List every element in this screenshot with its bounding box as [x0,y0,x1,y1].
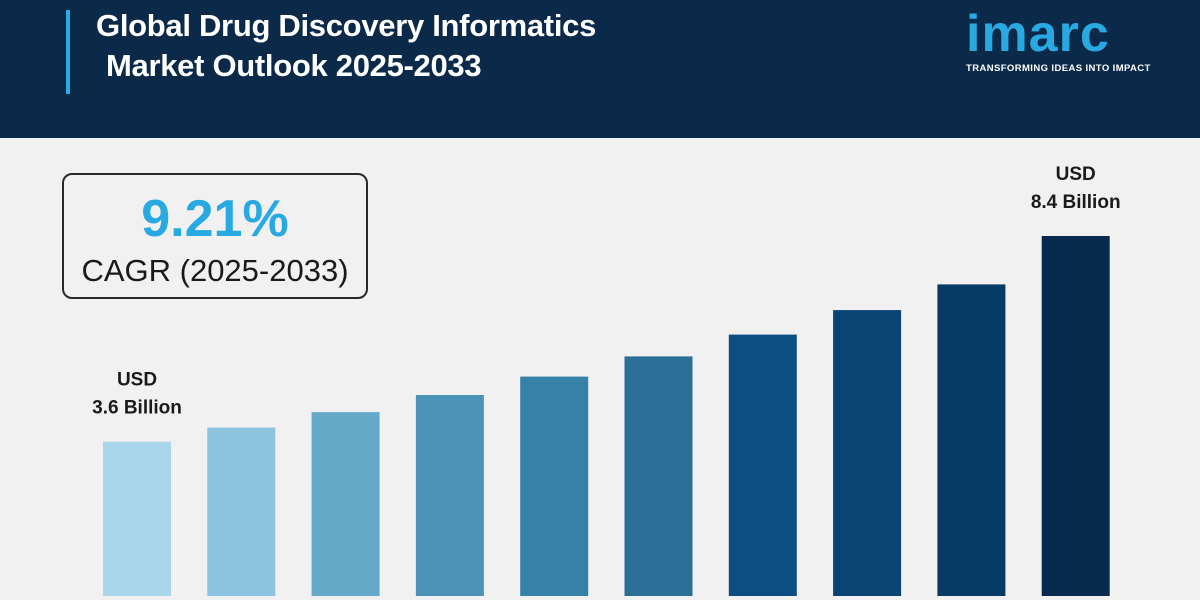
value-label-currency: USD [117,370,157,391]
title-line-1: Global Drug Discovery Informatics [96,8,597,43]
bar-6 [624,356,693,596]
cagr-label: CAGR (2025-2033) [81,253,349,288]
imarc-logo: imarc TRANSFORMING IDEAS INTO IMPACT [966,8,1174,78]
value-label-amount: 3.6 Billion [92,398,182,419]
logo-tagline: TRANSFORMING IDEAS INTO IMPACT [966,63,1151,74]
bar-7 [728,334,797,596]
bar-9 [937,284,1006,596]
header-banner: Global Drug Discovery Informatics Market… [0,0,1200,138]
bar-value-label-10: USD 8.4 Billion [1031,164,1121,213]
title-accent-bar [66,10,70,94]
bar-2 [207,427,276,596]
bar-value-label-1: USD 3.6 Billion [92,370,182,419]
title-line-2: Market Outlook 2025-2033 [106,48,482,83]
bar-5 [520,376,589,596]
bar-1 [103,441,171,596]
cagr-callout: 9.21% CAGR (2025-2033) [62,173,368,299]
bar-4 [415,395,484,596]
page-title: Global Drug Discovery Informatics Market… [96,6,596,86]
value-label-currency: USD [1056,164,1096,185]
value-label-amount: 8.4 Billion [1031,192,1121,213]
bar-8 [833,310,902,596]
bar-10 [1041,236,1110,596]
cagr-value: 9.21% [141,190,289,248]
logo-wordmark: imarc [966,5,1110,63]
bar-3 [311,412,380,596]
